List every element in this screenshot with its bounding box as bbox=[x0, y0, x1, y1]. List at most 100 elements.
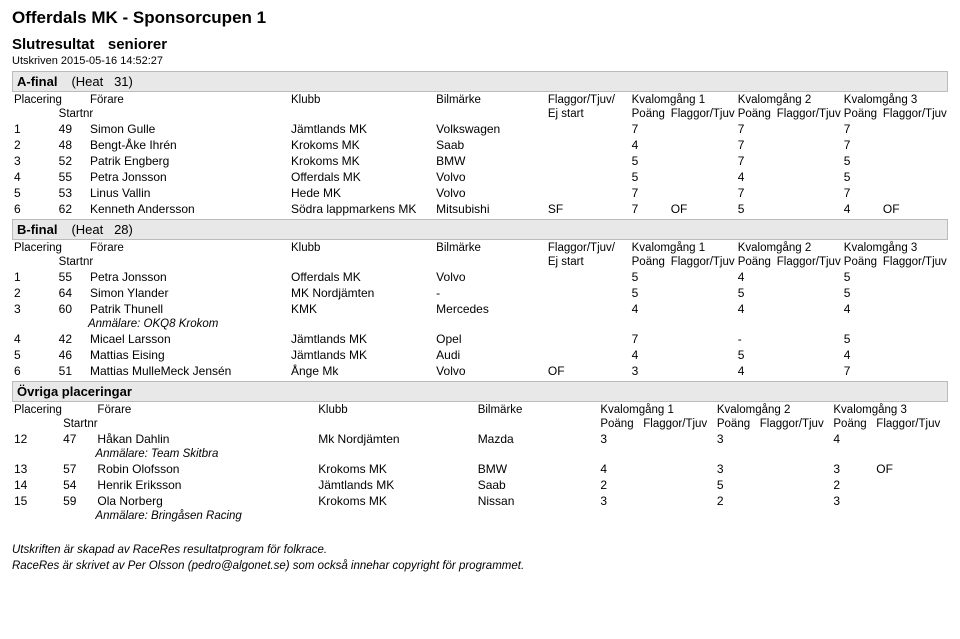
cell-startnr: 62 bbox=[57, 201, 88, 217]
cell-club: Krokoms MK bbox=[316, 493, 475, 509]
cell-make: Mazda bbox=[476, 431, 599, 447]
cell-p3: 3 bbox=[831, 493, 874, 509]
col-startnr: Startnr bbox=[57, 255, 289, 269]
cell-p2: 5 bbox=[736, 201, 775, 217]
col-kv2: Kvalomgång 2 bbox=[736, 92, 842, 107]
col-flaggor: Flaggor/Tjuv/ bbox=[546, 240, 630, 255]
cell-f3 bbox=[881, 121, 948, 137]
section-header: A-final (Heat 31) bbox=[12, 71, 948, 92]
cell-p2: 5 bbox=[736, 285, 775, 301]
cell-p1: 7 bbox=[630, 121, 669, 137]
cell-p3: 7 bbox=[842, 363, 881, 379]
cell-p3: 5 bbox=[842, 331, 881, 347]
cell-f1 bbox=[669, 169, 736, 185]
printed-timestamp: Utskriven 2015-05-16 14:52:27 bbox=[12, 55, 948, 67]
cell-make: Mitsubishi bbox=[434, 201, 546, 217]
heat-label: (Heat 31) bbox=[71, 74, 132, 89]
cell-make: BMW bbox=[476, 461, 599, 477]
col-flaggor-tjuv: Flaggor/Tjuv bbox=[881, 107, 948, 121]
col-forare: Förare bbox=[88, 240, 289, 255]
cell-make: Volvo bbox=[434, 269, 546, 285]
cell-f2 bbox=[775, 301, 842, 317]
table-row: 4 55 Petra Jonsson Offerdals MK Volvo5 4… bbox=[12, 169, 948, 185]
table-row: 2 48 Bengt-Åke Ihrén Krokoms MK Saab4 7 … bbox=[12, 137, 948, 153]
cell-startnr: 49 bbox=[57, 121, 88, 137]
cell-club: Ånge Mk bbox=[289, 363, 434, 379]
cell-p3: 4 bbox=[842, 301, 881, 317]
cell-startnr: 57 bbox=[61, 461, 95, 477]
col-flaggor: Flaggor/Tjuv/ bbox=[546, 92, 630, 107]
col-bilmarke: Bilmärke bbox=[434, 92, 546, 107]
cell-p2: 3 bbox=[715, 431, 758, 447]
col-poang: Poäng bbox=[842, 107, 881, 121]
col-kv1: Kvalomgång 1 bbox=[630, 240, 736, 255]
cell-f1 bbox=[669, 363, 736, 379]
subtitle: Slutresultat seniorer bbox=[12, 36, 948, 53]
cell-p1: 3 bbox=[598, 493, 641, 509]
cell-p2: 5 bbox=[715, 477, 758, 493]
cell-f2 bbox=[775, 269, 842, 285]
cell-startnr: 42 bbox=[57, 331, 88, 347]
cell-p3: 3 bbox=[831, 461, 874, 477]
cell-f2 bbox=[758, 431, 832, 447]
cell-p3: 4 bbox=[831, 431, 874, 447]
col-flaggor-tjuv: Flaggor/Tjuv bbox=[874, 417, 948, 431]
cell-p3: 5 bbox=[842, 285, 881, 301]
cell-make: - bbox=[434, 285, 546, 301]
footer-line-2: RaceRes är skrivet av Per Olsson (pedro@… bbox=[12, 559, 948, 575]
col-flaggor-tjuv: Flaggor/Tjuv bbox=[758, 417, 832, 431]
cell-p1: 7 bbox=[630, 331, 669, 347]
cell-f1 bbox=[669, 185, 736, 201]
table-row: 3 52 Patrik Engberg Krokoms MK BMW5 7 5 bbox=[12, 153, 948, 169]
cell-f3 bbox=[874, 431, 948, 447]
cell-make: Volkswagen bbox=[434, 121, 546, 137]
cell-placering: 5 bbox=[12, 185, 57, 201]
col-ejstart: Ej start bbox=[546, 107, 630, 121]
cell-placering: 6 bbox=[12, 201, 57, 217]
cell-f3 bbox=[874, 477, 948, 493]
col-poang: Poäng bbox=[630, 107, 669, 121]
cell-p1: 2 bbox=[598, 477, 641, 493]
col-flaggor-tjuv: Flaggor/Tjuv bbox=[775, 255, 842, 269]
col-forare: Förare bbox=[88, 92, 289, 107]
cell-f3 bbox=[881, 153, 948, 169]
cell-name: Mattias Eising bbox=[88, 347, 289, 363]
col-flaggor-tjuv: Flaggor/Tjuv bbox=[775, 107, 842, 121]
cell-note: Anmälare: Team Skitbra bbox=[95, 447, 948, 461]
col-kv3: Kvalomgång 3 bbox=[842, 240, 948, 255]
cell-make: Audi bbox=[434, 347, 546, 363]
cell-p2: 7 bbox=[736, 121, 775, 137]
cell-p1: 5 bbox=[630, 169, 669, 185]
col-poang: Poäng bbox=[630, 255, 669, 269]
section-label: Övriga placeringar bbox=[17, 384, 132, 399]
cell-club: MK Nordjämten bbox=[289, 285, 434, 301]
cell-f1 bbox=[669, 331, 736, 347]
cell-f1 bbox=[641, 493, 715, 509]
cell-f1 bbox=[669, 121, 736, 137]
cell-make: Volvo bbox=[434, 363, 546, 379]
col-poang: Poäng bbox=[736, 255, 775, 269]
cell-make: Saab bbox=[476, 477, 599, 493]
cell-p1: 3 bbox=[630, 363, 669, 379]
cell-flag bbox=[546, 137, 630, 153]
cell-flag bbox=[546, 347, 630, 363]
cell-club: Krokoms MK bbox=[289, 137, 434, 153]
col-forare: Förare bbox=[95, 402, 316, 417]
table-row: 4 42 Micael Larsson Jämtlands MK Opel7 -… bbox=[12, 331, 948, 347]
cell-club: Jämtlands MK bbox=[289, 347, 434, 363]
cell-f2 bbox=[775, 347, 842, 363]
cell-startnr: 52 bbox=[57, 153, 88, 169]
section-label: A-final bbox=[17, 74, 57, 89]
cell-p2: 4 bbox=[736, 363, 775, 379]
cell-p3: 2 bbox=[831, 477, 874, 493]
cell-f2 bbox=[775, 169, 842, 185]
col-klubb: Klubb bbox=[289, 92, 434, 107]
cell-placering: 15 bbox=[12, 493, 61, 509]
cell-club: KMK bbox=[289, 301, 434, 317]
cell-name: Mattias MulleMeck Jensén bbox=[88, 363, 289, 379]
cell-make: Volvo bbox=[434, 185, 546, 201]
cell-placering: 1 bbox=[12, 121, 57, 137]
cell-f3 bbox=[881, 185, 948, 201]
cell-name: Håkan Dahlin bbox=[95, 431, 316, 447]
cell-f3 bbox=[881, 137, 948, 153]
